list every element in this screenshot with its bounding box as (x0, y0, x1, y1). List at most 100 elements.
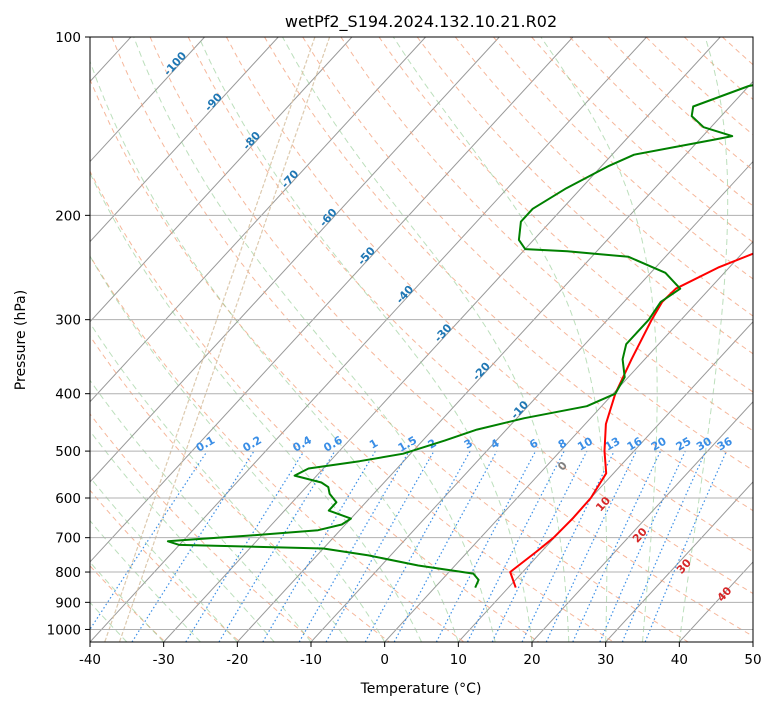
background-lines (90, 37, 775, 642)
x-tick-label: 50 (744, 652, 761, 668)
moist-adiabat-line (678, 37, 729, 642)
mixing-ratio-label: 6 (527, 436, 540, 451)
y-tick-label: 400 (55, 387, 81, 403)
dry-adiabat-label: 10 (593, 494, 613, 514)
x-tick-label: -30 (153, 652, 175, 668)
isotherm-line (90, 37, 500, 483)
y-tick-label: 900 (55, 595, 81, 611)
y-tick-label: 500 (55, 444, 81, 460)
dry-adiabat-line (378, 37, 753, 393)
y-tick-label: 600 (55, 491, 81, 507)
isotherm-label: -40 (393, 283, 416, 307)
moist-adiabat-line (90, 476, 238, 642)
chart-title: wetPf2_S194.2024.132.10.21.R02 (285, 12, 557, 32)
isotherm-label: -50 (355, 244, 378, 268)
moist-adiabat-line (90, 322, 349, 642)
plot-frame (89, 36, 754, 643)
mixing-ratio-line (491, 450, 588, 642)
isotherm-line (90, 37, 279, 243)
isotherm-line (236, 80, 753, 642)
dry-adiabat-line (90, 489, 241, 642)
moist-adiabat-line (90, 379, 312, 642)
dry-adiabat-line (90, 78, 614, 642)
moist-adiabat-line (90, 255, 386, 642)
mixing-ratio-line (599, 450, 686, 642)
series-lines (166, 84, 753, 589)
isotherm-line (678, 561, 753, 642)
x-tick-label: 0 (380, 652, 389, 668)
dry-adiabat-line (683, 37, 753, 101)
dry-adiabat-line (264, 37, 753, 512)
y-axis-label: Pressure (hPa) (13, 290, 29, 390)
mixing-ratio-label: 1 (367, 437, 380, 452)
isotherm-label: -20 (470, 359, 493, 383)
mixing-ratio-line (435, 450, 537, 642)
dry-adiabat-line (111, 37, 689, 642)
isotherm-label: -80 (240, 129, 263, 153)
x-tick-label: 20 (523, 652, 540, 668)
isotherm-line (310, 160, 753, 642)
mixing-ratio-label: 4 (488, 436, 501, 451)
dry-adiabat-line (722, 37, 753, 66)
isotherm-line (531, 401, 753, 642)
y-axis-ticks: 100 200 300 400 500 600 700 800 900 1000 (47, 30, 90, 638)
dry-adiabat-line (225, 37, 753, 553)
y-tick-label: 300 (55, 313, 81, 329)
dry-adiabat-line (90, 565, 166, 642)
isotherm-line (163, 37, 721, 642)
mixing-ratio-line (131, 450, 255, 642)
temperature-line (509, 252, 753, 588)
mixing-ratio-line (185, 450, 305, 642)
dry-adiabat-label: 30 (674, 556, 694, 576)
moist-adiabat-line (540, 37, 658, 642)
isotherm-label: -90 (202, 90, 225, 114)
isotherm-line (90, 37, 353, 323)
y-tick-label: 800 (55, 565, 81, 581)
x-tick-label: -40 (79, 652, 101, 668)
isotherm-line (605, 481, 753, 642)
isotherm-line (90, 37, 574, 563)
isotherm-label: -100 (161, 49, 189, 78)
mixing-ratio-line (572, 450, 662, 642)
dry-adiabat-line (531, 37, 753, 243)
x-tick-label: 40 (671, 652, 688, 668)
isotherm-line (752, 641, 753, 642)
x-axis-label: Temperature (°C) (360, 681, 482, 697)
mixing-ratio-line (90, 450, 208, 631)
mixing-ratio-line (325, 450, 435, 642)
dry-adiabat-label: 40 (715, 584, 735, 604)
dry-adiabat-label: 0 (555, 459, 570, 474)
moist-adiabat-line (133, 37, 496, 642)
isotherm-line (90, 37, 205, 163)
y-tick-label: 700 (55, 531, 81, 547)
y-tick-label: 1000 (47, 622, 81, 638)
isotherm-label: -60 (317, 206, 340, 230)
dry-adiabat-line (340, 37, 753, 432)
dry-adiabat-line (90, 413, 316, 642)
dry-adiabat-line (149, 37, 753, 637)
dry-adiabat-line (416, 37, 753, 355)
moist-adiabat-line (90, 430, 275, 642)
isotherm-line (384, 240, 753, 642)
dry-adiabat-line (569, 37, 753, 207)
y-tick-label: 200 (55, 208, 81, 224)
y-tick-label: 100 (55, 30, 81, 46)
mixing-ratio-line (364, 450, 471, 642)
x-tick-label: 30 (597, 652, 614, 668)
mixing-ratio-line (521, 450, 615, 642)
dry-adiabat-line (187, 37, 753, 595)
isohume-line (118, 37, 331, 642)
dry-adiabat-line (90, 170, 540, 642)
isotherm-label: -30 (432, 321, 455, 345)
isotherm-line (457, 320, 753, 642)
dry-adiabat-line (761, 37, 775, 642)
dry-adiabat-line (302, 37, 753, 471)
dewpoint-line (166, 84, 753, 589)
x-tick-label: 10 (450, 652, 467, 668)
mixing-ratio-line (644, 450, 728, 642)
mixing-ratio-line (621, 450, 707, 642)
isotherm-line (90, 37, 426, 403)
mixing-ratio-line (393, 450, 498, 642)
isohume-line (104, 37, 316, 642)
